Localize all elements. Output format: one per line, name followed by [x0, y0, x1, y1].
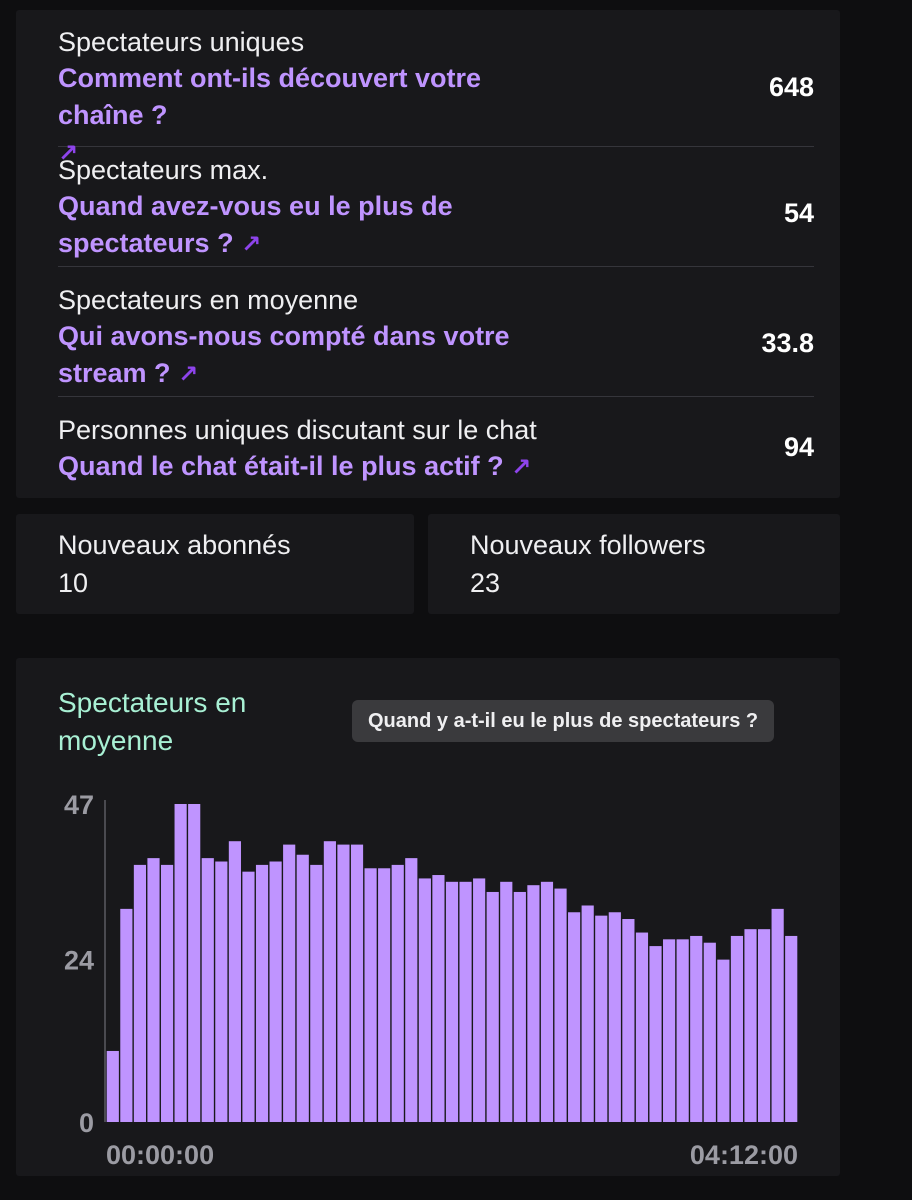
bar-chart: 47 24 0 00:00:00 04:12:00 — [64, 790, 798, 1170]
x-tick-label-start: 00:00:00 — [106, 1140, 214, 1170]
new-followers-card: Nouveaux followers 23 — [428, 514, 840, 614]
chart-bar[interactable] — [364, 868, 377, 1122]
stat-link-counted[interactable]: Qui avons-nous compté dans votre stream … — [58, 318, 568, 393]
chart-bar[interactable] — [513, 891, 526, 1122]
new-subscribers-card: Nouveaux abonnés 10 — [16, 514, 414, 614]
chart-bar[interactable] — [703, 942, 716, 1122]
chart-bar[interactable] — [717, 959, 730, 1122]
external-link-icon[interactable]: ↗ — [511, 454, 532, 481]
chart-bar[interactable] — [147, 858, 160, 1122]
chart-bar[interactable] — [269, 861, 282, 1122]
stat-value: 54 — [783, 198, 814, 228]
stat-link-text[interactable]: Quand avez-vous eu le plus de spectateur… — [58, 191, 453, 258]
stat-link-text[interactable]: Quand le chat était-il le plus actif ? — [58, 451, 504, 481]
chart-bar[interactable] — [378, 868, 391, 1122]
stat-row-unique-viewers: Spectateurs uniques Comment ont-ils déco… — [58, 24, 814, 167]
chart-bar[interactable] — [242, 871, 255, 1122]
peak-viewers-question-button[interactable]: Quand y a-t-il eu le plus de spectateurs… — [352, 700, 775, 742]
stat-link-discovery[interactable]: Comment ont-ils découvert votre chaîne ?… — [58, 60, 558, 172]
stat-title: Spectateurs en moyenne — [58, 285, 359, 315]
y-tick-label: 24 — [64, 946, 94, 976]
chart-bar[interactable] — [283, 844, 296, 1122]
y-tick-label: 0 — [79, 1108, 94, 1138]
new-followers-value: 23 — [470, 568, 501, 598]
chart-bar[interactable] — [106, 1050, 119, 1122]
chart-bar[interactable] — [554, 888, 567, 1122]
chart-bar[interactable] — [785, 935, 798, 1122]
stat-value: 94 — [783, 432, 814, 462]
chart-bar[interactable] — [473, 878, 486, 1122]
chart-bar[interactable] — [690, 935, 703, 1122]
external-link-icon[interactable]: ↗ — [58, 140, 79, 167]
chart-bar[interactable] — [608, 912, 621, 1122]
stat-link-chat-active[interactable]: Quand le chat était-il le plus actif ? ↗ — [58, 448, 658, 486]
external-link-icon[interactable]: ↗ — [241, 231, 262, 258]
chart-bar[interactable] — [527, 885, 540, 1122]
chart-bar[interactable] — [500, 881, 513, 1122]
chart-bar[interactable] — [120, 908, 133, 1122]
new-followers-label: Nouveaux followers — [470, 530, 706, 560]
chart-bar[interactable] — [730, 935, 744, 1122]
stat-row-average-viewers: Spectateurs en moyenne Qui avons-nous co… — [58, 282, 814, 397]
chart-bar[interactable] — [296, 854, 309, 1122]
x-tick-label-end: 04:12:00 — [690, 1140, 798, 1170]
stats-card: Spectateurs uniques Comment ont-ils déco… — [16, 10, 840, 498]
chart-bar[interactable] — [459, 881, 472, 1122]
stat-link-text[interactable]: Comment ont-ils découvert votre chaîne ? — [58, 63, 482, 130]
chart-bar[interactable] — [310, 864, 323, 1122]
chart-bar[interactable] — [215, 861, 228, 1122]
stat-link-peak[interactable]: Quand avez-vous eu le plus de spectateur… — [58, 188, 518, 263]
stat-link-text[interactable]: Qui avons-nous compté dans votre stream … — [58, 321, 510, 388]
chart-bar[interactable] — [391, 864, 404, 1122]
chart-bar[interactable] — [405, 858, 418, 1122]
chart-bar[interactable] — [595, 915, 608, 1122]
chart-bar[interactable] — [663, 939, 676, 1122]
chart-bar[interactable] — [540, 881, 554, 1122]
chart-bar[interactable] — [133, 864, 147, 1122]
chart-bar[interactable] — [350, 844, 364, 1122]
stat-row-max-viewers: Spectateurs max. Quand avez-vous eu le p… — [58, 152, 814, 267]
chart-bar[interactable] — [323, 841, 336, 1122]
y-tick-label: 47 — [64, 790, 94, 820]
chart-title: Spectateurs en moyenne — [58, 687, 247, 756]
chart-bar[interactable] — [418, 878, 431, 1122]
stat-value: 33.8 — [761, 328, 814, 358]
chart-bar[interactable] — [676, 939, 689, 1122]
stat-title: Personnes uniques discutant sur le chat — [58, 415, 537, 445]
new-subscribers-label: Nouveaux abonnés — [58, 530, 291, 560]
stat-row-unique-chatters: Personnes uniques discutant sur le chat … — [58, 412, 814, 492]
chart-bar[interactable] — [228, 841, 241, 1122]
chart-bar[interactable] — [757, 929, 771, 1122]
chart-bar[interactable] — [188, 804, 201, 1122]
chart-bar[interactable] — [771, 908, 784, 1122]
chart-bar[interactable] — [174, 804, 187, 1122]
chart-bar[interactable] — [581, 905, 594, 1122]
chart-bar[interactable] — [337, 844, 350, 1122]
chart-bar[interactable] — [635, 932, 649, 1122]
chart-bar[interactable] — [160, 864, 174, 1122]
stat-value: 648 — [768, 72, 814, 102]
stat-title: Spectateurs max. — [58, 155, 269, 185]
chart-bar[interactable] — [744, 929, 757, 1122]
chart-bar[interactable] — [255, 864, 269, 1122]
chart-bar[interactable] — [432, 875, 445, 1122]
external-link-icon[interactable]: ↗ — [178, 361, 199, 388]
chart-bar[interactable] — [486, 891, 499, 1122]
chart-bar[interactable] — [622, 919, 635, 1122]
chart-bar[interactable] — [201, 858, 214, 1122]
chart-bar[interactable] — [568, 912, 581, 1122]
chart-bar[interactable] — [445, 881, 459, 1122]
stat-title: Spectateurs uniques — [58, 27, 305, 57]
new-subscribers-value: 10 — [58, 568, 89, 598]
chart-bar[interactable] — [649, 946, 662, 1122]
average-viewers-chart-card: Spectateurs en moyenne Quand y a-t-il eu… — [16, 658, 840, 1176]
